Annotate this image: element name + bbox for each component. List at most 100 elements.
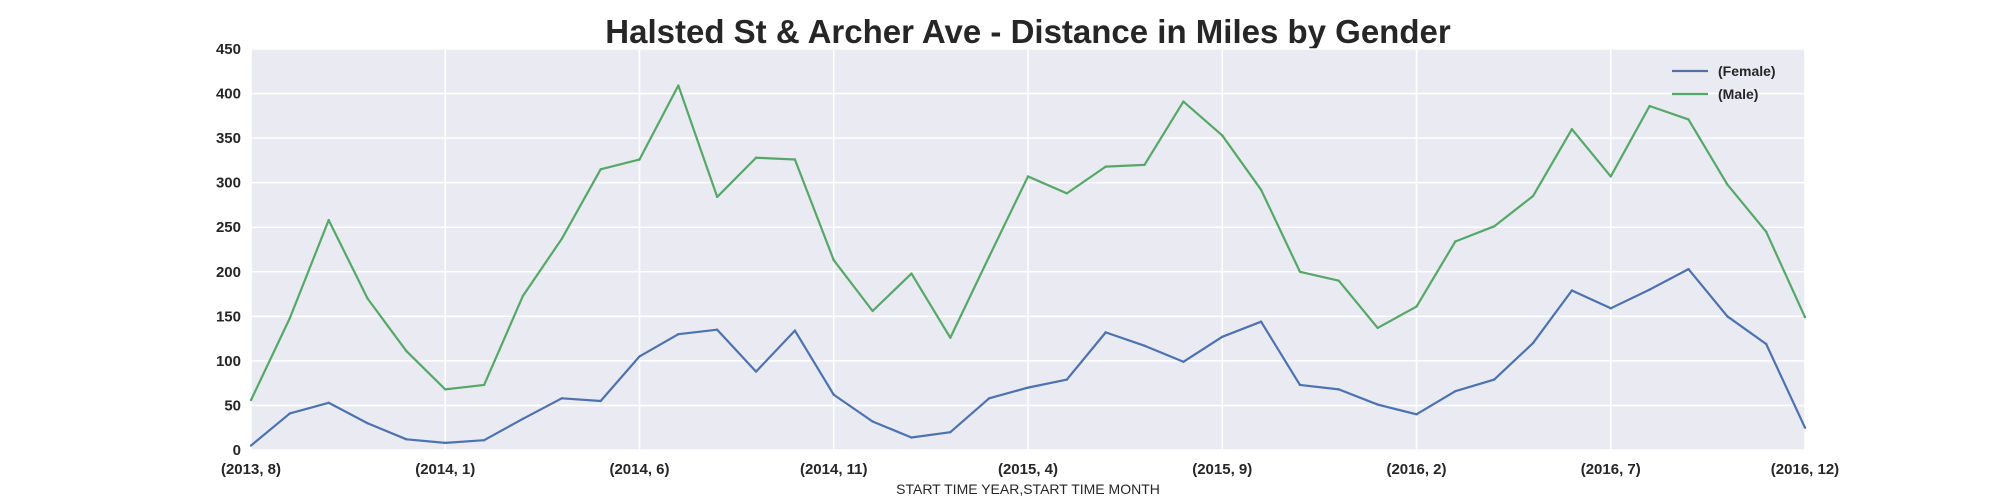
data-point — [1298, 270, 1302, 273]
data-point — [793, 158, 797, 161]
data-point — [1726, 315, 1729, 318]
x-tick-label: (2013, 8) — [221, 461, 281, 478]
x-tick-label: (2016, 7) — [1581, 461, 1641, 478]
data-point — [1415, 305, 1418, 308]
x-tick-label: (2015, 9) — [1192, 461, 1252, 478]
data-point — [327, 401, 330, 404]
y-tick-label: 50 — [224, 397, 241, 414]
data-point — [1221, 134, 1224, 137]
x-tick-label: (2014, 11) — [800, 461, 868, 478]
data-point — [949, 336, 952, 339]
data-point — [1026, 386, 1030, 389]
legend-label: (Male) — [1718, 86, 1758, 102]
y-tick-label: 100 — [216, 353, 241, 370]
data-point — [677, 84, 680, 87]
data-point — [249, 444, 253, 447]
data-point — [1143, 163, 1146, 167]
x-tick-label: (2014, 6) — [609, 461, 669, 478]
data-point — [1298, 383, 1302, 387]
legend: (Female) (Male) — [1672, 63, 1776, 102]
data-point — [638, 355, 641, 358]
data-point — [1259, 188, 1263, 191]
data-point — [327, 218, 330, 222]
data-point — [599, 168, 602, 171]
data-point — [1454, 389, 1457, 393]
data-point — [366, 297, 369, 300]
series-layer — [249, 84, 1807, 447]
data-point — [1609, 175, 1612, 178]
x-axis: (2013, 8) (2014, 1) (2014, 6) (2014, 11) (20… — [221, 461, 1839, 478]
data-point — [987, 397, 991, 400]
data-point — [405, 349, 408, 353]
data-point — [832, 258, 835, 262]
grid-lines — [250, 48, 1806, 451]
data-point — [1726, 183, 1729, 186]
data-point — [1531, 341, 1535, 345]
data-point — [832, 393, 835, 396]
data-point — [1376, 403, 1379, 406]
y-tick-label: 0 — [233, 442, 241, 459]
data-point — [910, 436, 913, 439]
data-point — [1454, 240, 1457, 243]
y-tick-label: 200 — [216, 264, 241, 281]
data-point — [1415, 413, 1418, 416]
data-point — [1376, 326, 1379, 330]
data-point — [560, 397, 563, 400]
y-tick-label: 150 — [216, 308, 241, 325]
data-point — [482, 383, 486, 387]
x-tick-label: (2014, 1) — [415, 461, 475, 478]
data-point — [871, 420, 874, 423]
data-point — [1143, 344, 1146, 347]
y-tick-label: 250 — [216, 219, 241, 236]
data-point — [1221, 335, 1224, 339]
legend-label: (Female) — [1718, 63, 1776, 79]
data-point — [1182, 360, 1185, 363]
y-tick-label: 350 — [216, 130, 241, 147]
data-point — [482, 438, 486, 442]
data-point — [793, 329, 797, 332]
data-point — [1182, 100, 1185, 103]
data-point — [444, 388, 447, 391]
x-axis-label: START TIME YEAR,START TIME MONTH — [896, 481, 1160, 497]
data-point — [1648, 104, 1651, 108]
data-point — [288, 316, 292, 320]
data-point — [987, 255, 991, 258]
data-point — [444, 441, 447, 445]
data-point — [599, 399, 602, 403]
y-axis: 0 50 100 150 200 250 300 350 400 450 — [216, 41, 241, 459]
data-point — [1104, 331, 1107, 334]
data-point — [1493, 378, 1496, 381]
data-point — [949, 430, 952, 434]
data-point — [716, 195, 719, 199]
data-point — [638, 158, 641, 161]
data-point — [288, 412, 292, 415]
data-point — [1648, 288, 1651, 291]
data-point — [1609, 307, 1612, 310]
x-tick-label: (2016, 12) — [1771, 461, 1839, 478]
data-point — [405, 438, 408, 441]
data-point — [754, 156, 758, 159]
data-point — [1337, 279, 1341, 282]
data-point — [754, 370, 758, 373]
data-point — [1104, 165, 1107, 168]
data-point — [1687, 267, 1690, 271]
data-point — [871, 309, 874, 313]
data-point — [1687, 118, 1690, 121]
data-point — [1493, 225, 1496, 228]
data-point — [1337, 388, 1341, 391]
data-point — [910, 272, 913, 275]
data-point — [1803, 316, 1807, 319]
data-point — [1570, 128, 1574, 131]
x-tick-label: (2015, 4) — [998, 461, 1058, 478]
chart-title: Halsted St & Archer Ave - Distance in Mi… — [605, 13, 1451, 50]
y-tick-label: 300 — [216, 175, 241, 192]
data-point — [1570, 289, 1574, 292]
data-point — [1065, 192, 1069, 195]
y-tick-label: 450 — [216, 41, 241, 58]
data-point — [1764, 230, 1768, 233]
series-1 — [249, 267, 1807, 447]
data-point — [1065, 378, 1069, 381]
data-point — [249, 398, 253, 402]
data-point — [677, 332, 680, 336]
